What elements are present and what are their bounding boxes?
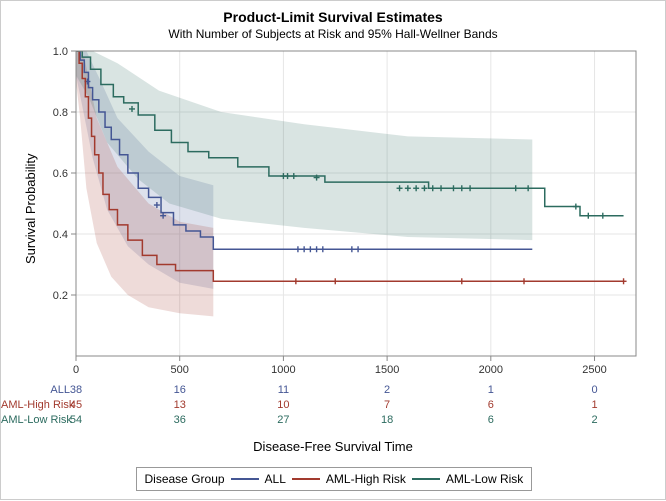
svg-text:0.6: 0.6 [53,168,68,180]
risk-cell: 13 [165,399,195,411]
risk-cell: 6 [476,399,506,411]
legend-title: Disease Group [145,472,225,486]
x-axis-label: Disease-Free Survival Time [1,439,665,454]
risk-cell: 6 [476,414,506,426]
risk-cell: 18 [372,414,402,426]
svg-text:0.8: 0.8 [53,107,68,119]
svg-text:0: 0 [73,364,79,376]
svg-text:0.2: 0.2 [53,290,68,302]
risk-cell: 1 [476,384,506,396]
risk-cell: 7 [372,399,402,411]
legend-item: ALL [265,472,286,486]
svg-text:0.4: 0.4 [53,229,68,241]
risk-cell: 11 [268,384,298,396]
svg-text:1500: 1500 [375,364,399,376]
survival-plot-container: Product-Limit Survival Estimates With Nu… [0,0,666,500]
risk-cell: 27 [268,414,298,426]
risk-row-label: ALL [1,384,70,396]
risk-cell: 16 [165,384,195,396]
legend-item: AML-Low Risk [446,472,523,486]
svg-text:2500: 2500 [582,364,606,376]
risk-cell: 45 [61,399,91,411]
risk-cell: 38 [61,384,91,396]
risk-cell: 36 [165,414,195,426]
risk-cell: 1 [580,399,610,411]
risk-cell: 10 [268,399,298,411]
legend: Disease Group ALL AML-High Risk AML-Low Ri… [136,467,533,491]
risk-cell: 0 [580,384,610,396]
legend-swatch [412,478,440,480]
svg-text:1.0: 1.0 [53,46,68,58]
risk-row: AML-Low Risk54 36 27 18 6 2 [1,414,666,429]
at-risk-table: ALL381611210AML-High Risk451310761AML-Lo… [1,384,666,429]
svg-text:2000: 2000 [479,364,503,376]
risk-cell: 2 [580,414,610,426]
risk-row: AML-High Risk45 13 10 7 6 1 [1,399,666,414]
risk-row: ALL38 16 11 2 1 0 [1,384,666,399]
legend-swatch [292,478,320,480]
legend-item: AML-High Risk [326,472,406,486]
risk-row-label: AML-Low Risk [1,414,70,426]
risk-cell: 2 [372,384,402,396]
svg-text:1000: 1000 [271,364,295,376]
y-axis-label: Survival Probability [23,153,38,264]
risk-row-label: AML-High Risk [1,399,70,411]
legend-swatch [231,478,259,480]
risk-cell: 54 [61,414,91,426]
svg-text:500: 500 [171,364,189,376]
